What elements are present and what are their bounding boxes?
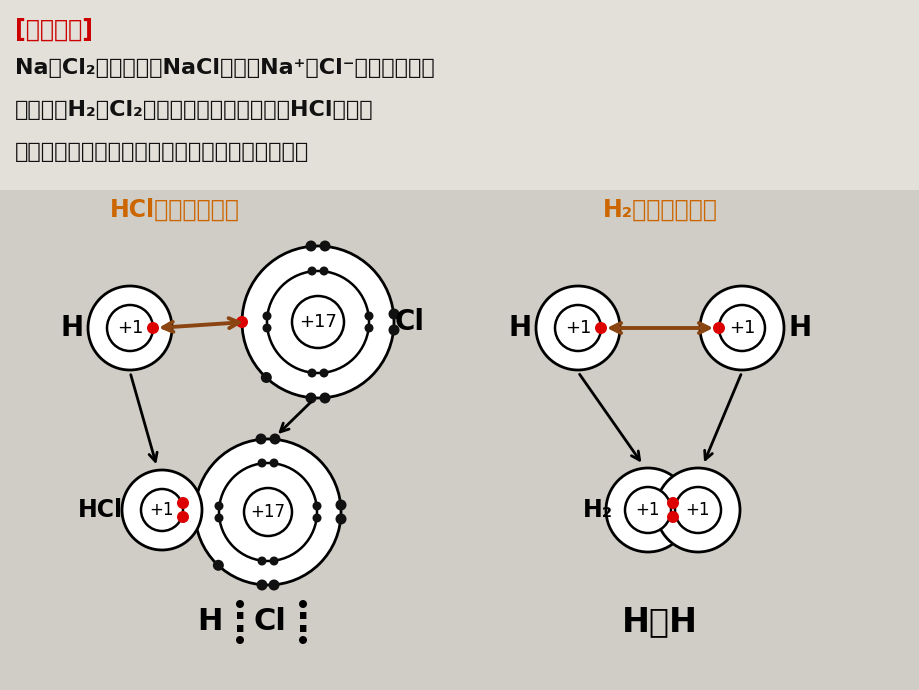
Text: H₂形成过程分析: H₂形成过程分析 <box>602 198 717 222</box>
Circle shape <box>364 311 373 320</box>
Circle shape <box>655 468 739 552</box>
Circle shape <box>219 463 317 561</box>
Text: H：H: H：H <box>621 606 698 638</box>
Circle shape <box>719 305 765 351</box>
Circle shape <box>214 513 223 522</box>
Text: +1: +1 <box>117 319 143 337</box>
Text: H: H <box>61 314 84 342</box>
Text: H₂: H₂ <box>583 498 612 522</box>
Circle shape <box>107 305 153 351</box>
Text: Na在Cl₂中燃烧生成NaCl，是由Na⁺与Cl⁻的静电作用形: Na在Cl₂中燃烧生成NaCl，是由Na⁺与Cl⁻的静电作用形 <box>15 58 435 78</box>
Circle shape <box>307 266 316 275</box>
Circle shape <box>255 433 267 444</box>
Circle shape <box>319 393 330 404</box>
Circle shape <box>319 368 328 377</box>
Circle shape <box>536 286 619 370</box>
Circle shape <box>262 324 271 333</box>
Circle shape <box>88 286 172 370</box>
Circle shape <box>257 557 267 566</box>
Circle shape <box>122 470 202 550</box>
Circle shape <box>319 241 330 251</box>
Circle shape <box>699 286 783 370</box>
Circle shape <box>364 324 373 333</box>
Circle shape <box>388 324 399 335</box>
Circle shape <box>236 600 244 608</box>
Circle shape <box>305 393 316 404</box>
Circle shape <box>299 600 307 608</box>
Circle shape <box>554 305 600 351</box>
Circle shape <box>624 487 670 533</box>
Circle shape <box>242 246 393 398</box>
Circle shape <box>244 488 291 536</box>
Text: +1: +1 <box>150 501 174 519</box>
Circle shape <box>176 497 188 509</box>
Circle shape <box>335 500 346 511</box>
Text: H: H <box>508 314 531 342</box>
Text: +1: +1 <box>685 501 709 519</box>
Text: H: H <box>197 607 222 636</box>
Circle shape <box>666 497 678 509</box>
Circle shape <box>299 636 307 644</box>
Circle shape <box>176 511 188 523</box>
Text: :: : <box>296 605 310 639</box>
Text: Cl: Cl <box>254 607 286 636</box>
Circle shape <box>606 468 689 552</box>
Circle shape <box>291 296 344 348</box>
Circle shape <box>312 513 321 522</box>
Circle shape <box>256 580 267 591</box>
Circle shape <box>319 266 328 275</box>
Circle shape <box>712 322 724 334</box>
Text: +17: +17 <box>250 503 285 521</box>
Circle shape <box>666 511 678 523</box>
Circle shape <box>141 489 183 531</box>
Text: HCl形成过程分析: HCl形成过程分析 <box>110 198 240 222</box>
Circle shape <box>212 560 223 571</box>
Circle shape <box>236 636 244 644</box>
Circle shape <box>335 513 346 524</box>
Circle shape <box>195 439 341 585</box>
Circle shape <box>262 311 271 320</box>
Circle shape <box>269 557 278 566</box>
Text: :: : <box>233 605 247 639</box>
Circle shape <box>268 580 279 591</box>
Circle shape <box>261 372 271 383</box>
Text: +1: +1 <box>564 319 591 337</box>
Circle shape <box>305 241 316 251</box>
Circle shape <box>269 458 278 468</box>
Circle shape <box>214 502 223 511</box>
Circle shape <box>312 502 321 511</box>
Circle shape <box>236 316 248 328</box>
Text: +17: +17 <box>299 313 336 331</box>
Circle shape <box>675 487 720 533</box>
Circle shape <box>147 322 159 334</box>
Circle shape <box>388 308 399 319</box>
Text: Cl: Cl <box>394 308 425 336</box>
Text: 是也是通过阴、阳离子的静电作用结合在一起呢？: 是也是通过阴、阳离子的静电作用结合在一起呢？ <box>15 142 309 162</box>
Circle shape <box>307 368 316 377</box>
Circle shape <box>257 458 267 468</box>
Circle shape <box>595 322 607 334</box>
Circle shape <box>267 271 369 373</box>
Text: 成的。那H₂与Cl₂在点燃或光照条件下生成HCl，是不: 成的。那H₂与Cl₂在点燃或光照条件下生成HCl，是不 <box>15 100 373 120</box>
Circle shape <box>269 433 280 444</box>
Text: H: H <box>788 314 811 342</box>
Text: +1: +1 <box>728 319 754 337</box>
FancyBboxPatch shape <box>0 0 919 190</box>
Text: HCl: HCl <box>77 498 122 522</box>
Text: [思考交流]: [思考交流] <box>15 18 93 42</box>
Text: +1: +1 <box>635 501 660 519</box>
